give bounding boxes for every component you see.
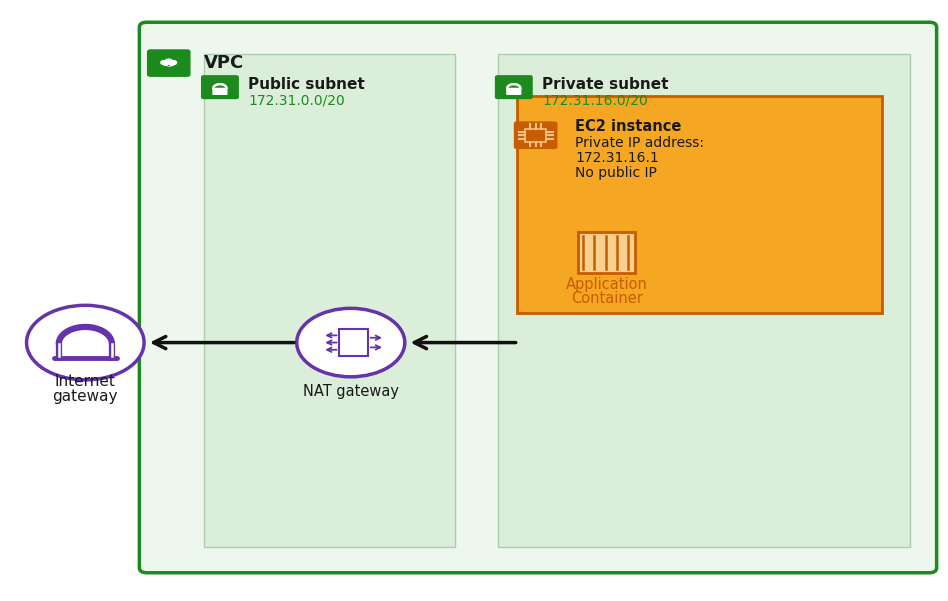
Text: 172.31.16.0/20: 172.31.16.0/20 <box>542 93 648 108</box>
Text: 172.31.16.1: 172.31.16.1 <box>575 151 659 165</box>
Bar <box>498 54 910 547</box>
Text: NAT gateway: NAT gateway <box>302 385 399 399</box>
Circle shape <box>170 62 174 66</box>
Circle shape <box>297 308 405 377</box>
Text: Private IP address:: Private IP address: <box>575 136 704 150</box>
FancyBboxPatch shape <box>514 121 557 149</box>
Circle shape <box>171 61 176 64</box>
Bar <box>204 54 455 547</box>
FancyBboxPatch shape <box>147 49 191 77</box>
Text: 🔒: 🔒 <box>166 58 172 67</box>
FancyBboxPatch shape <box>495 75 533 99</box>
Text: EC2 instance: EC2 instance <box>575 119 682 133</box>
FancyBboxPatch shape <box>139 22 937 573</box>
Text: 172.31.0.0/20: 172.31.0.0/20 <box>248 93 345 108</box>
Circle shape <box>27 305 144 380</box>
Text: Public subnet: Public subnet <box>248 77 365 91</box>
Text: gateway: gateway <box>52 389 118 404</box>
Text: Application: Application <box>566 277 647 291</box>
Bar <box>525 129 546 142</box>
FancyBboxPatch shape <box>212 88 228 95</box>
Bar <box>578 232 635 273</box>
Bar <box>339 329 368 356</box>
FancyBboxPatch shape <box>506 88 521 95</box>
Bar <box>517 96 882 313</box>
Text: VPC: VPC <box>204 54 244 72</box>
Circle shape <box>161 61 167 64</box>
FancyBboxPatch shape <box>201 75 239 99</box>
Text: Internet: Internet <box>55 374 116 388</box>
Text: Private subnet: Private subnet <box>542 77 668 91</box>
Text: No public IP: No public IP <box>575 166 657 180</box>
Circle shape <box>163 62 168 66</box>
Circle shape <box>165 59 173 64</box>
Text: Container: Container <box>571 291 643 306</box>
